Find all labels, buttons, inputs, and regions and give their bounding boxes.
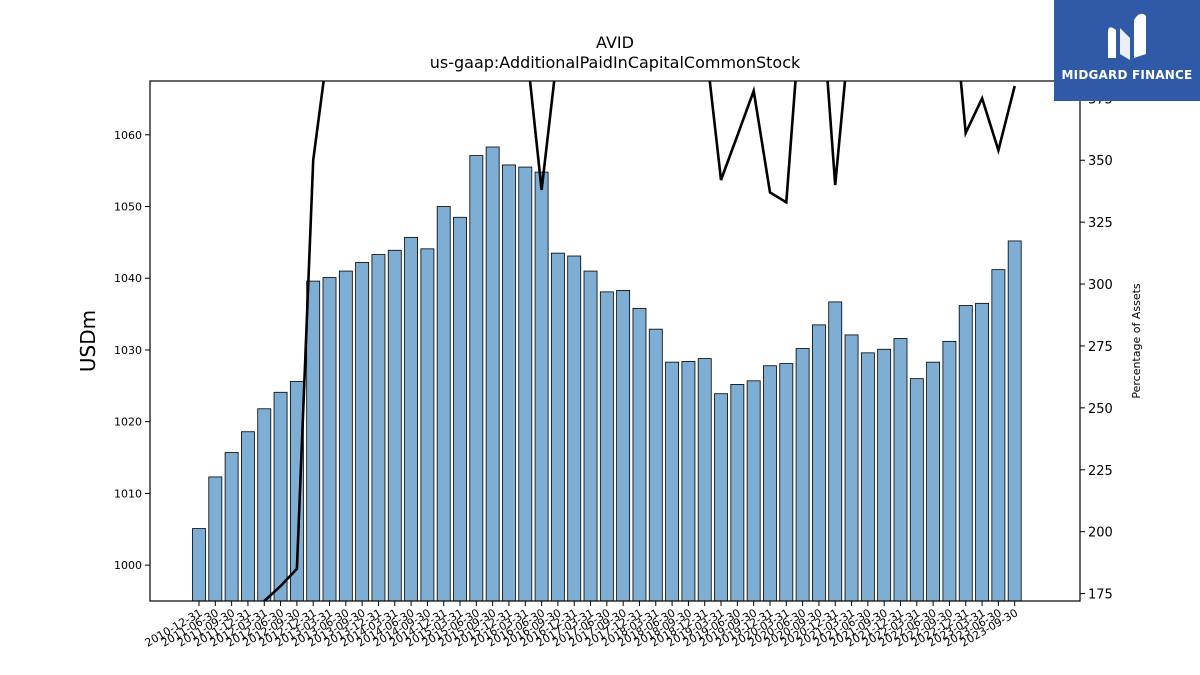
bar bbox=[306, 280, 321, 601]
y-axis-left: 1000 1010 1020 1030 1040 1050 1060 bbox=[114, 129, 150, 572]
bar bbox=[485, 146, 500, 601]
midgard-logo-icon bbox=[1108, 13, 1146, 60]
y-tick-label: 1040 bbox=[114, 272, 142, 285]
bar bbox=[958, 305, 973, 601]
y-tick-label: 1000 bbox=[114, 559, 142, 572]
bar bbox=[909, 378, 924, 601]
bar bbox=[844, 334, 859, 601]
y2-tick-label: 200 bbox=[1088, 526, 1113, 541]
y2-tick-label: 350 bbox=[1088, 154, 1113, 169]
bar bbox=[1007, 240, 1022, 601]
y2-tick-label: 325 bbox=[1088, 216, 1113, 231]
y2-axis-label: Percentage of Assets bbox=[1130, 283, 1143, 399]
bar bbox=[518, 166, 533, 601]
bar bbox=[289, 381, 304, 601]
bar bbox=[420, 248, 435, 601]
bar-series bbox=[192, 146, 1022, 601]
bar bbox=[436, 206, 451, 601]
bar bbox=[877, 348, 892, 601]
bar bbox=[893, 338, 908, 601]
bar bbox=[746, 380, 761, 601]
plot-frame bbox=[149, 80, 1081, 602]
bar bbox=[355, 262, 370, 601]
bar bbox=[828, 301, 843, 601]
y2-tick-label: 300 bbox=[1088, 278, 1113, 293]
bar bbox=[730, 383, 745, 601]
bar bbox=[926, 361, 941, 601]
y-tick-label: 1060 bbox=[114, 129, 142, 142]
bar bbox=[942, 340, 957, 601]
logo-text: MIDGARD FINANCE bbox=[1061, 68, 1193, 82]
bar bbox=[273, 391, 288, 601]
bar bbox=[991, 269, 1006, 601]
bar bbox=[338, 270, 353, 601]
bar bbox=[665, 361, 680, 601]
bar bbox=[453, 216, 467, 601]
y2-tick-label: 175 bbox=[1088, 588, 1113, 603]
bar bbox=[648, 328, 663, 601]
bar bbox=[632, 307, 647, 601]
bar bbox=[208, 476, 223, 601]
bar bbox=[763, 365, 777, 601]
bar bbox=[224, 452, 239, 601]
bar bbox=[616, 290, 631, 601]
bar bbox=[404, 236, 419, 601]
bar bbox=[697, 358, 712, 601]
chart-title: AVID bbox=[596, 33, 634, 52]
bar bbox=[567, 255, 582, 601]
y-axis-label: USDm bbox=[76, 310, 100, 372]
x-axis: 2010-12-312011-06-302011-09-302011-12-31… bbox=[143, 601, 1020, 650]
bar bbox=[975, 302, 989, 601]
y-tick-label: 1020 bbox=[114, 416, 142, 429]
bar bbox=[322, 277, 337, 601]
bar bbox=[192, 528, 206, 601]
midgard-finance-logo: MIDGARD FINANCE bbox=[1054, 0, 1200, 101]
bar bbox=[534, 171, 549, 601]
y-tick-label: 1010 bbox=[114, 487, 142, 500]
chart-subtitle: us-gaap:AdditionalPaidInCapitalCommonSto… bbox=[429, 53, 801, 72]
bar bbox=[257, 408, 272, 601]
bar bbox=[795, 348, 810, 601]
bar bbox=[371, 254, 386, 601]
bar bbox=[860, 352, 875, 601]
bar bbox=[681, 361, 696, 601]
bar bbox=[469, 155, 484, 601]
bar bbox=[714, 393, 728, 601]
y-tick-label: 1030 bbox=[114, 344, 142, 357]
bar bbox=[779, 363, 794, 601]
bar bbox=[599, 291, 614, 601]
bar bbox=[502, 164, 516, 601]
bar bbox=[583, 270, 598, 601]
y2-tick-label: 225 bbox=[1088, 464, 1113, 479]
y-axis-right: 175200225250275300325350375 bbox=[1080, 92, 1113, 603]
bar bbox=[387, 249, 402, 601]
bar bbox=[241, 431, 255, 601]
bar bbox=[811, 324, 826, 601]
y2-tick-label: 250 bbox=[1088, 402, 1113, 417]
bar bbox=[550, 252, 565, 601]
y2-tick-label: 275 bbox=[1088, 340, 1113, 355]
y-tick-label: 1050 bbox=[114, 201, 142, 214]
